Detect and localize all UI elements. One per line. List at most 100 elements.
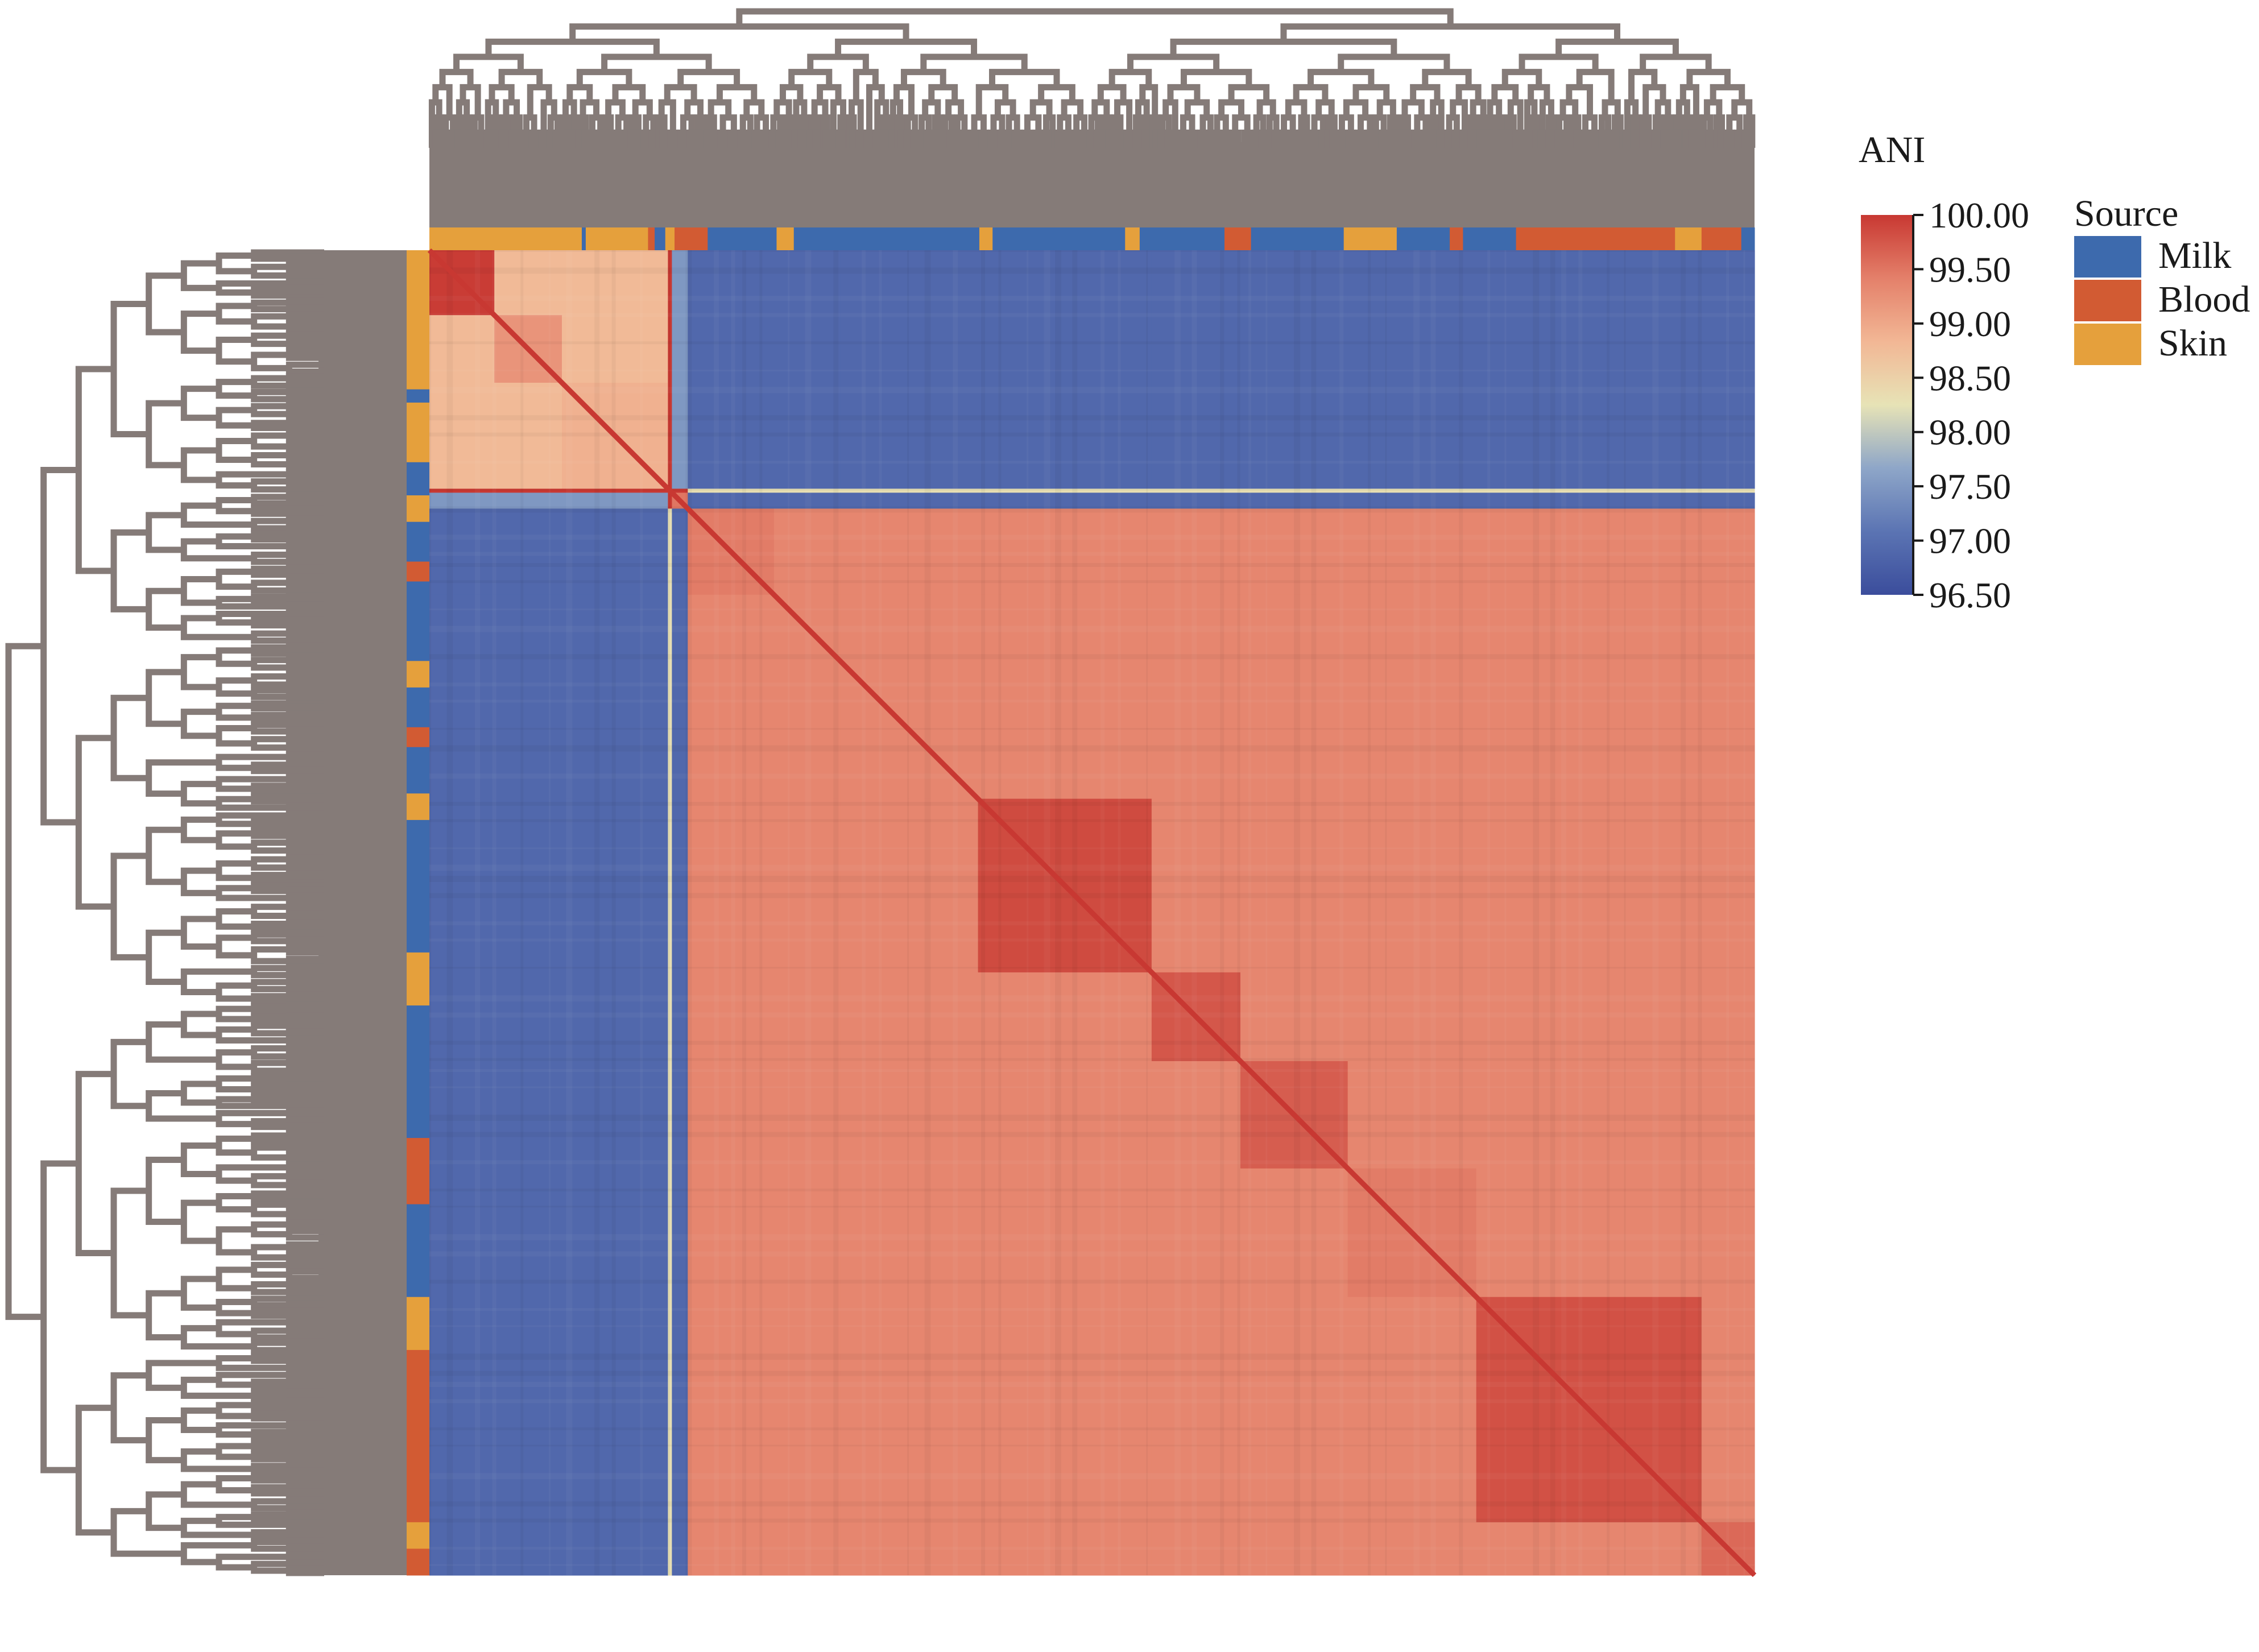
dendrogram-branch (503, 99, 520, 118)
dendrogram-branch (216, 611, 289, 626)
dendrogram-branch (1524, 99, 1538, 133)
dendrogram-branch (634, 129, 643, 148)
dendrogram-branch (1455, 84, 1482, 102)
heatmap-cell (562, 594, 668, 661)
heatmap-cell (688, 1061, 775, 1169)
dendrogram-branch (286, 936, 324, 946)
dendrogram-branch (286, 1189, 324, 1199)
dendrogram-branch (866, 84, 885, 133)
dendrogram-branch (727, 129, 740, 148)
dendrogram-branch (286, 557, 324, 567)
heatmap-cell (672, 798, 688, 973)
dendrogram-branch (216, 1226, 254, 1256)
dendrogram-branch (216, 1135, 254, 1156)
source-strip-segment (407, 1349, 429, 1523)
dendrogram-branch (612, 84, 646, 102)
heatmap-cell (978, 1297, 1152, 1523)
dendrogram-branch (286, 1300, 324, 1311)
heatmap-texture (429, 580, 1755, 583)
dendrogram-branch (1329, 129, 1339, 148)
dendrogram-branch (739, 114, 754, 148)
dendrogram-branch (1006, 114, 1020, 133)
dendrogram-branch (286, 1219, 324, 1230)
heatmap-cell (562, 1297, 668, 1523)
dendrogram-branch (971, 114, 987, 133)
dendrogram-branch (110, 1187, 149, 1319)
dendrogram-branch (251, 1339, 289, 1353)
dendrogram-branch (286, 1035, 324, 1046)
heatmap-cell (773, 250, 841, 316)
dendrogram-branch (251, 616, 324, 629)
dendrogram-branch (853, 69, 879, 102)
heatmap-cell (773, 1168, 841, 1298)
source-strip-segment (1396, 227, 1450, 250)
dendrogram-branch (798, 114, 810, 148)
heatmap-cell (978, 508, 1152, 595)
dendrogram-branch (251, 1378, 289, 1391)
dendrogram-branch (589, 114, 604, 133)
dendrogram-branch (216, 471, 289, 489)
dendrogram-branch (251, 1511, 324, 1523)
dendrogram-branch (1598, 114, 1612, 148)
dendrogram-branch (812, 129, 823, 148)
dendrogram-branch (286, 1503, 324, 1513)
heatmap-texture (429, 1189, 1755, 1191)
heatmap-cell (1476, 315, 1702, 383)
source-strip-segment (979, 227, 993, 250)
dendrogram-branch (1493, 114, 1505, 148)
dendrogram-branch (1123, 129, 1135, 148)
dendrogram-branch (1149, 114, 1161, 148)
dendrogram-branch (251, 552, 289, 565)
heatmap-texture (1118, 250, 1121, 1575)
dendrogram-branch (1519, 53, 1599, 72)
dendrogram-branch (251, 1440, 324, 1452)
heatmap-cell (840, 492, 979, 509)
dendrogram-branch (1061, 99, 1084, 118)
dendrogram-branch (286, 1461, 324, 1471)
dendrogram-branch (286, 892, 324, 904)
heatmap-cell (978, 972, 1152, 1062)
dendrogram-branch (286, 1316, 324, 1328)
heatmap-cell (773, 1061, 841, 1169)
dendrogram-branch (1157, 129, 1168, 148)
dendrogram-branch (577, 114, 589, 133)
dendrogram-branch (286, 984, 324, 995)
dendrogram-branch (1212, 129, 1222, 148)
dendrogram-branch (1611, 114, 1624, 148)
dendrogram-branch (1265, 129, 1275, 148)
dendrogram-branch (251, 1094, 324, 1105)
heatmap-texture (429, 654, 1755, 659)
source-strip-segment (1251, 227, 1344, 250)
heatmap-texture (429, 626, 1755, 632)
dendrogram-branch (251, 332, 289, 347)
left-dendrogram (5, 249, 407, 1576)
colorbar-tick-label: 100.00 (1929, 195, 2029, 235)
dendrogram-branch (560, 114, 572, 148)
heatmap-texture (594, 250, 599, 1575)
heatmap-texture (429, 506, 1755, 512)
dendrogram-branch (251, 839, 289, 854)
dendrogram-branch (286, 1488, 324, 1498)
heatmap-texture (429, 1325, 1755, 1327)
dendrogram-branch (1186, 129, 1198, 148)
heatmap-cell (562, 488, 668, 493)
dendrogram-branch (1554, 129, 1565, 148)
dendrogram-branch (286, 1279, 324, 1290)
dendrogram-branch (1602, 99, 1621, 118)
heatmap-texture (429, 773, 1755, 779)
heatmap-cell (978, 383, 1152, 489)
dendrogram-branch (1673, 114, 1685, 148)
heatmap-cell (1701, 972, 1755, 1062)
heatmap-cell (668, 508, 672, 595)
heatmap-texture (429, 552, 1755, 556)
dendrogram-branch (146, 826, 184, 885)
dendrogram-branch (1167, 84, 1201, 102)
dendrogram-branch (286, 1432, 324, 1442)
heatmap-texture (429, 1564, 1755, 1566)
source-strip-segment (1701, 227, 1742, 250)
dendrogram-branch (1308, 69, 1375, 88)
dendrogram-branch (286, 1012, 324, 1022)
dendrogram-branch (286, 284, 324, 295)
colorbar-tick-label: 98.50 (1929, 358, 2011, 398)
dendrogram-branch (1178, 129, 1189, 148)
